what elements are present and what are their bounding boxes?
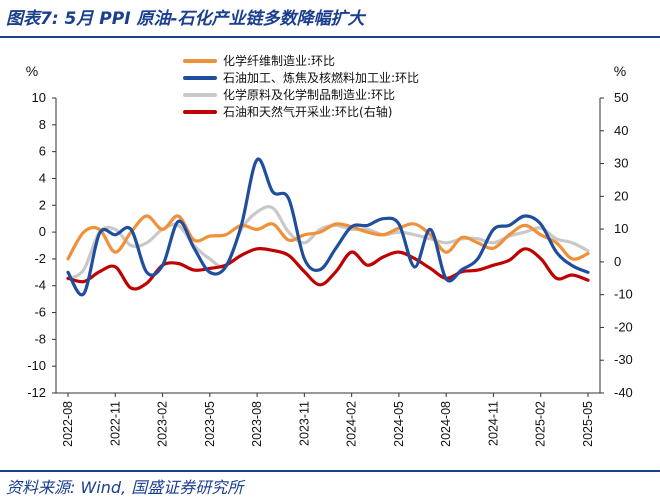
left-axis-tick-label: 6	[39, 144, 46, 159]
legend-label-3: 化学原料及化学制品制造业:环比	[223, 87, 395, 102]
left-axis-tick-label: -2	[34, 251, 46, 266]
left-axis-tick-label: 4	[39, 170, 46, 185]
x-axis-tick-label: 2023-02	[156, 401, 170, 447]
series-line-2	[66, 157, 590, 297]
right-axis-tick-label: 10	[614, 221, 628, 236]
left-axis-unit: %	[26, 63, 38, 79]
source-note: 资料来源: Wind, 国盛证券研究所	[6, 478, 244, 497]
figure-title: 图表7: 5月 PPI 原油-石化产业链多数降幅扩大	[6, 9, 365, 29]
left-axis-tick-label: 2	[39, 197, 46, 212]
x-axis-tick-label: 2023-11	[297, 401, 311, 446]
right-axis-tick-label: -30	[614, 352, 633, 367]
x-axis-tick-label: 2022-08	[61, 401, 75, 447]
left-axis-tick-label: -12	[27, 385, 46, 400]
x-axis-tick-label: 2024-05	[392, 401, 406, 447]
x-axis-tick-label: 2023-08	[250, 401, 264, 447]
legend-label-1: 化学纤维制造业:环比	[223, 53, 335, 68]
right-axis-unit: %	[614, 63, 626, 79]
left-axis-tick-label: 10	[32, 90, 46, 105]
legend-label-4: 石油和天然气开采业:环比(右轴)	[223, 104, 392, 119]
right-axis-tick-label: 0	[614, 254, 621, 269]
left-axis-tick-label: -4	[34, 278, 46, 293]
x-axis-tick-label: 2024-08	[439, 401, 453, 447]
left-axis-tick-label: -10	[27, 358, 46, 373]
right-axis-tick-label: 40	[614, 123, 628, 138]
x-axis-tick-label: 2024-11	[486, 401, 500, 446]
right-axis-tick-label: -10	[614, 287, 633, 302]
left-axis-tick-label: 8	[39, 117, 46, 132]
footer-rule	[0, 470, 660, 472]
right-axis-tick-label: 50	[614, 90, 628, 105]
x-axis-tick-label: 2023-05	[203, 401, 217, 447]
x-axis-tick-label: 2025-05	[581, 401, 595, 447]
right-axis-tick-label: -20	[614, 319, 633, 334]
x-axis-tick-label: 2024-02	[345, 401, 359, 447]
legend-label-2: 石油加工、炼焦及核燃料加工业:环比	[223, 70, 419, 85]
right-axis-tick-label: 20	[614, 188, 628, 203]
title-rule	[0, 36, 660, 38]
left-axis-tick-label: -6	[34, 305, 46, 320]
right-axis-tick-label: 30	[614, 156, 628, 171]
left-axis-tick-label: 0	[39, 224, 46, 239]
x-axis-tick-label: 2025-02	[534, 401, 548, 447]
series-line-1	[66, 214, 590, 261]
left-axis-tick-label: -8	[34, 331, 46, 346]
right-axis-tick-label: -40	[614, 385, 633, 400]
x-axis-tick-label: 2022-11	[108, 401, 122, 446]
